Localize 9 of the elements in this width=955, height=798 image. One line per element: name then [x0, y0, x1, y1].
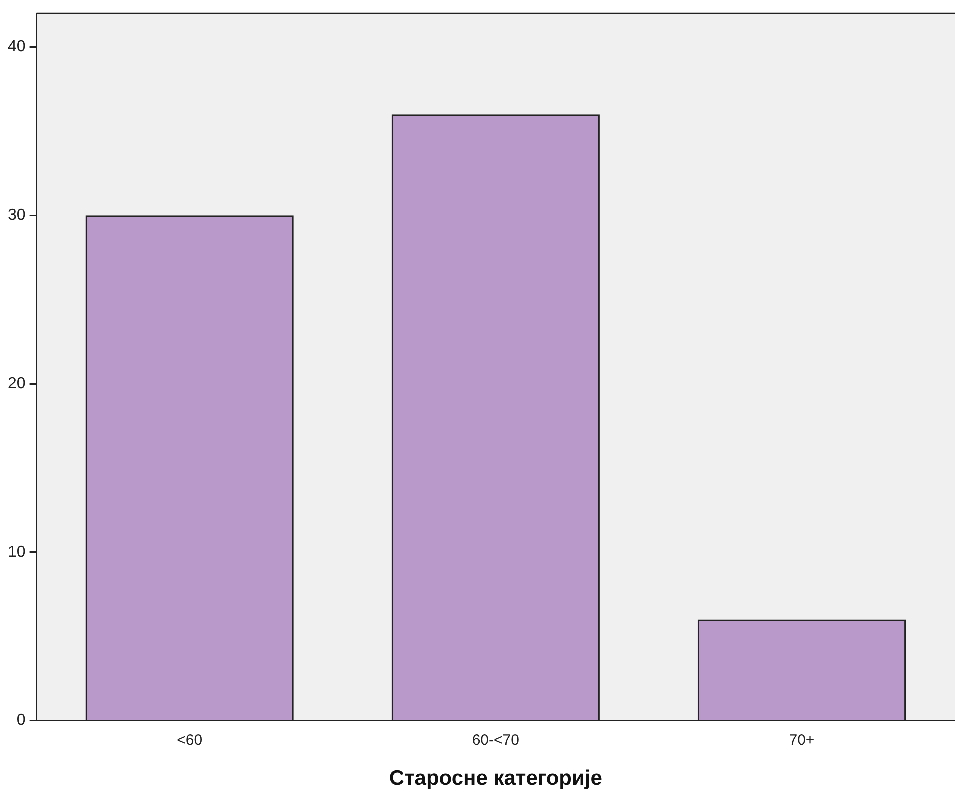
y-tick-label: 40: [8, 38, 26, 56]
y-tick-label: 10: [8, 544, 26, 561]
x-axis-title: Старосне категорије: [389, 767, 602, 790]
y-tick-label: 0: [16, 712, 26, 730]
y-tick-label: 30: [8, 207, 26, 224]
x-tick-label: <60: [177, 732, 203, 749]
x-tick-label: 70+: [789, 732, 815, 749]
x-tick-label: 60-<70: [472, 732, 520, 749]
y-tick-label: 20: [8, 375, 26, 392]
